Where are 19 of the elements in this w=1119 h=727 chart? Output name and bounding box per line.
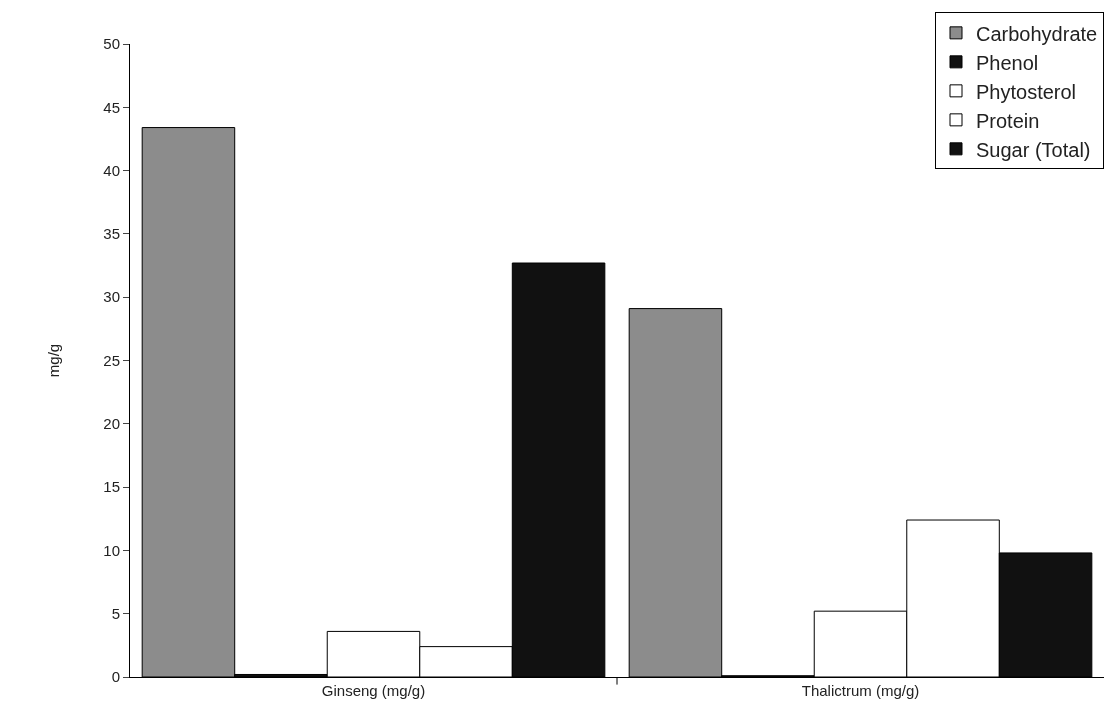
y-tick-label: 30 [103,288,120,306]
y-tick-label: 5 [111,604,120,622]
y-tick-label: 0 [111,668,120,686]
y-tick-label: 10 [103,541,120,559]
legend-label: Protein [976,109,1040,132]
y-tick-label: 40 [103,161,120,179]
y-tick-label: 35 [103,225,120,243]
legend-label: Carbohydrate [976,22,1098,45]
y-tick-label: 15 [103,478,120,496]
y-axis-title: mg/g [44,343,62,378]
legend-label: Sugar (Total) [976,138,1091,161]
legend-label: Phenol [976,51,1039,74]
x-tick-label: Thalictrum (mg/g) [801,682,920,699]
y-tick-label: 20 [103,415,120,433]
y-tick-label: 45 [103,98,120,116]
legend-label: Phytosterol [976,80,1077,103]
y-tick-label: 25 [103,351,120,369]
y-tick-label: 50 [103,35,120,53]
x-tick-label: Ginseng (mg/g) [321,682,426,699]
